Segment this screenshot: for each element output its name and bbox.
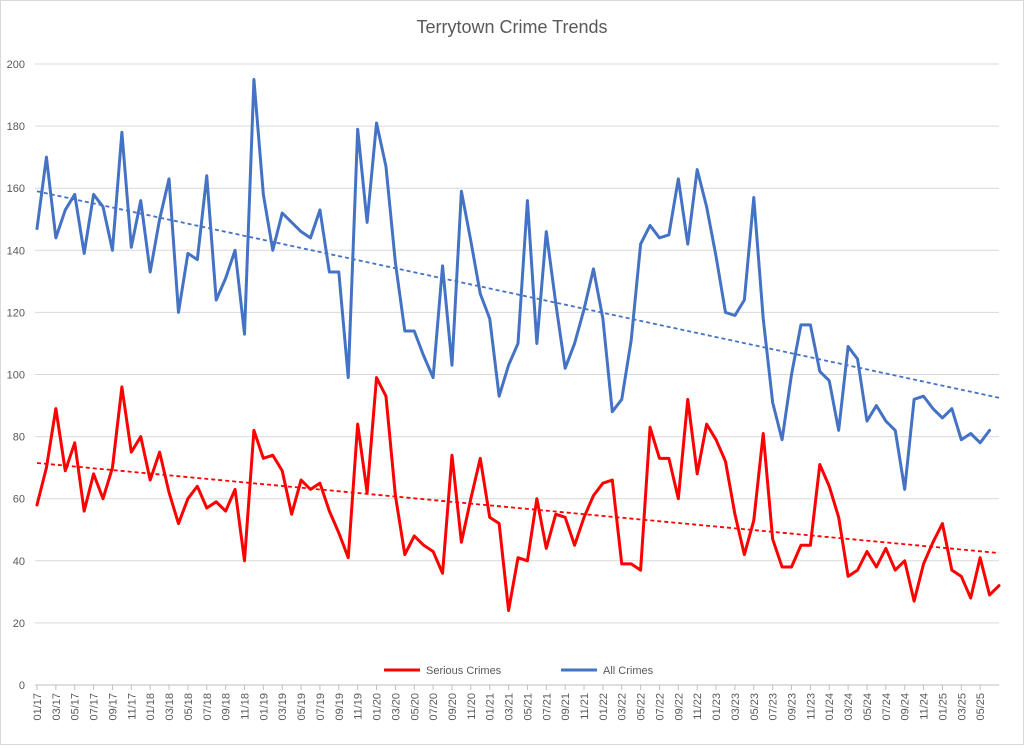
legend-label: Serious Crimes: [426, 665, 502, 677]
series-all-crimes: [35, 78, 1000, 491]
x-tick-label: 03/24: [843, 693, 855, 721]
x-tick-label: 11/24: [919, 693, 931, 720]
x-tick-label: 05/19: [296, 693, 308, 721]
y-tick-label: 40: [13, 556, 25, 568]
x-axis-ticks: 01/17 03/17 05/17 07/17 09/17 11/17 01/18 03/18…: [32, 685, 987, 721]
legend: Serious Crimes All Crimes: [384, 665, 654, 677]
y-tick-label: 120: [7, 307, 25, 319]
x-tick-label: 03/18: [164, 693, 176, 721]
x-tick-label: 09/22: [673, 693, 685, 721]
x-tick-label: 11/18: [239, 693, 251, 720]
x-tick-label: 01/17: [32, 693, 44, 721]
x-tick-label: 07/18: [202, 693, 214, 721]
x-tick-label: 09/17: [107, 693, 119, 721]
x-tick-label: 09/20: [447, 693, 459, 721]
x-tick-label: 03/25: [956, 693, 968, 721]
x-tick-label: 01/24: [824, 693, 836, 721]
series-line: [35, 78, 992, 491]
x-tick-label: 07/20: [428, 693, 440, 721]
x-tick-label: 01/21: [485, 693, 497, 721]
y-tick-label: 20: [13, 618, 25, 630]
y-tick-label: 60: [13, 494, 25, 506]
x-tick-label: 03/22: [617, 693, 629, 721]
x-tick-label: 05/22: [636, 693, 648, 721]
x-tick-label: 09/19: [334, 693, 346, 721]
x-tick-label: 11/17: [126, 693, 138, 720]
x-tick-label: 07/21: [541, 693, 553, 721]
x-tick-label: 03/23: [730, 693, 742, 721]
x-tick-label: 07/19: [315, 693, 327, 721]
x-tick-label: 05/25: [975, 693, 987, 721]
x-tick-label: 05/20: [409, 693, 421, 721]
series-group: [35, 78, 1001, 612]
x-tick-label: 07/24: [881, 693, 893, 721]
x-tick-label: 03/21: [504, 693, 516, 721]
x-tick-label: 05/17: [70, 693, 82, 721]
y-axis-ticks: 0 20 40 60 80 100 120 140 160 180 200: [7, 59, 25, 692]
trendline: [36, 190, 1000, 399]
trendline: [36, 462, 1000, 554]
x-tick-label: 09/24: [900, 693, 912, 721]
series-serious-crimes: [35, 376, 1001, 612]
x-tick-label: 01/25: [937, 693, 949, 721]
x-tick-label: 01/23: [711, 693, 723, 721]
legend-label: All Crimes: [603, 665, 654, 677]
y-tick-label: 160: [7, 183, 25, 195]
x-tick-label: 07/17: [89, 693, 101, 721]
x-tick-label: 07/22: [654, 693, 666, 721]
x-tick-label: 11/19: [353, 693, 365, 720]
x-tick-label: 11/23: [805, 693, 817, 720]
y-tick-label: 180: [7, 121, 25, 133]
y-tick-label: 200: [7, 59, 25, 71]
x-tick-label: 05/21: [522, 693, 534, 721]
gridlines: [35, 63, 999, 686]
y-tick-label: 100: [7, 370, 25, 382]
y-tick-label: 80: [13, 432, 25, 444]
y-tick-label: 140: [7, 245, 25, 257]
x-tick-label: 01/22: [598, 693, 610, 721]
x-tick-label: 03/17: [51, 693, 63, 721]
x-tick-label: 05/18: [183, 693, 195, 721]
legend-item: All Crimes: [561, 665, 654, 677]
x-tick-label: 05/24: [862, 693, 874, 721]
x-tick-label: 05/23: [749, 693, 761, 721]
x-tick-label: 09/21: [560, 693, 572, 721]
x-tick-label: 09/18: [221, 693, 233, 721]
x-tick-label: 11/22: [692, 693, 704, 720]
legend-item: Serious Crimes: [384, 665, 502, 677]
x-tick-label: 07/23: [768, 693, 780, 721]
x-tick-label: 03/19: [277, 693, 289, 721]
x-tick-label: 01/19: [258, 693, 270, 721]
chart-title: Terrytown Crime Trends: [416, 17, 607, 37]
y-tick-label: 0: [19, 680, 25, 692]
x-tick-label: 09/23: [787, 693, 799, 721]
x-tick-label: 11/21: [579, 693, 591, 720]
x-tick-label: 01/18: [145, 693, 157, 721]
x-tick-label: 01/20: [372, 693, 384, 721]
x-tick-label: 03/20: [390, 693, 402, 721]
x-tick-label: 11/20: [466, 693, 478, 720]
series-line: [35, 376, 1001, 612]
